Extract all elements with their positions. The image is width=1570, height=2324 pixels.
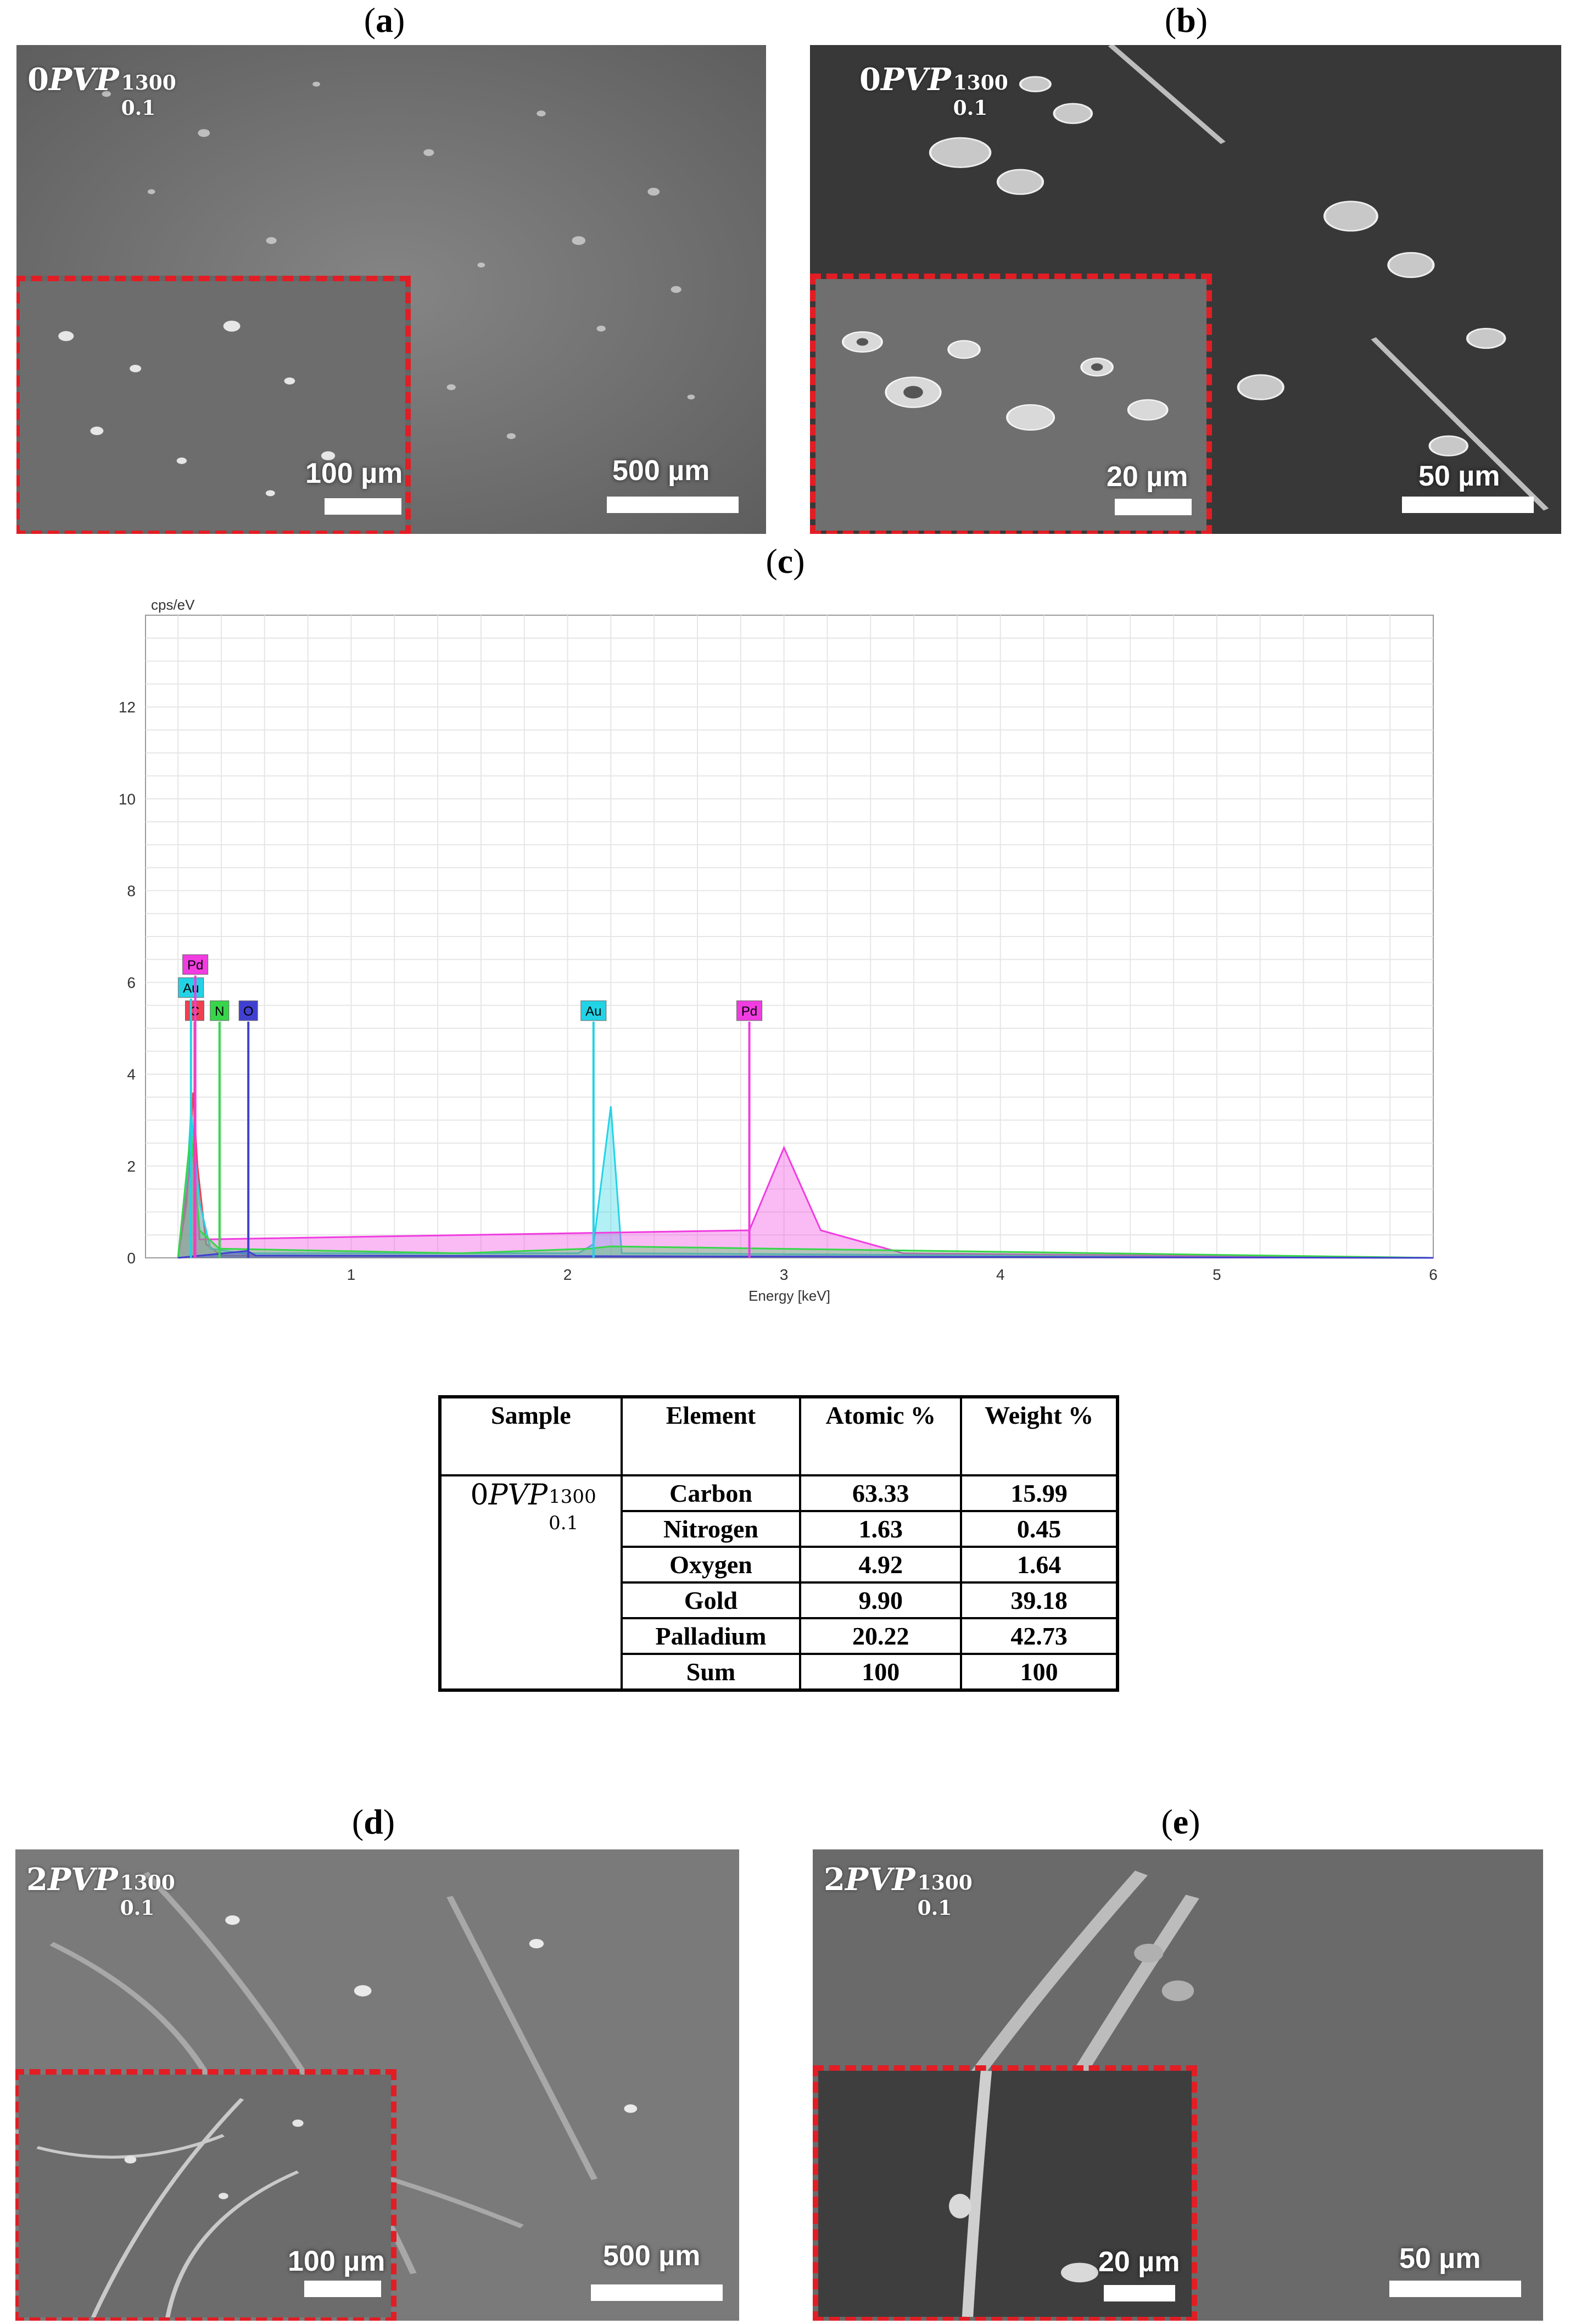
sample-tag-e: 2PVP 1300 0.1 — [824, 1862, 973, 1920]
x-tick-label: 2 — [563, 1266, 572, 1283]
table-cell-weight: 42.73 — [960, 1617, 1119, 1655]
table-cell-weight: 39.18 — [960, 1581, 1119, 1619]
peak-label-o: O — [243, 1004, 254, 1019]
sem-image-a: 0PVP 1300 0.1 100 µm 500 µm — [16, 45, 766, 534]
main-scale-bar-b — [1402, 497, 1534, 513]
spectrum-series-n — [177, 1129, 1434, 1259]
x-tick-label: 1 — [347, 1266, 356, 1283]
table-cell-element: Palladium — [620, 1617, 802, 1655]
peak-label-box-n — [210, 1000, 230, 1021]
y-tick-label: 12 — [119, 699, 136, 716]
y-axis-label: cps/eV — [151, 597, 195, 613]
y-tick-label: 4 — [127, 1066, 136, 1083]
table-header-element: Element — [620, 1396, 802, 1476]
inset-e: 20 µm — [813, 2065, 1197, 2321]
inset-scale-label-e: 20 µm — [1098, 2246, 1180, 2278]
y-tick-label: 2 — [127, 1158, 136, 1175]
table-cell-atomic: 1.63 — [799, 1510, 963, 1548]
composition-table: Sample Element Atomic % Weight % 0PVP 130… — [438, 1395, 1119, 1692]
spectrum-series-o — [177, 1250, 1434, 1259]
table-row: Gold 9.90 39.18 — [440, 1581, 1119, 1619]
inset-b: 20 µm — [810, 274, 1212, 534]
table-header-atomic: Atomic % — [799, 1396, 963, 1476]
peak-label-au: Au — [183, 981, 199, 996]
y-tick-label: 6 — [127, 974, 136, 991]
panel-d-label: (d) — [351, 1802, 395, 1841]
peak-label-box-au — [178, 977, 204, 998]
panel-c-label: (c) — [766, 542, 805, 581]
table-row: Palladium 20.22 42.73 — [440, 1617, 1119, 1655]
main-scale-label-a: 500 µm — [612, 455, 710, 487]
table-cell-atomic: 20.22 — [799, 1617, 963, 1655]
table-cell-weight: 100 — [960, 1653, 1119, 1691]
inset-scale-bar-e — [1104, 2285, 1175, 2301]
inset-scale-label-a: 100 µm — [305, 458, 403, 489]
peak-label-box-pd — [736, 1000, 763, 1021]
main-scale-bar-d — [591, 2284, 723, 2301]
spectrum-series-c — [177, 1093, 1434, 1259]
y-tick-label: 10 — [119, 790, 136, 807]
sem-image-e: 2PVP 1300 0.1 20 µm 50 µm — [813, 1849, 1543, 2321]
peak-label-pd: Pd — [741, 1004, 757, 1019]
table-cell-atomic: 100 — [799, 1653, 963, 1691]
peak-label-box-o — [238, 1000, 258, 1021]
inset-a: 100 µm — [16, 276, 411, 534]
inset-d: 100 µm — [15, 2069, 396, 2321]
y-tick-label: 8 — [127, 882, 136, 899]
table-row: Oxygen 4.92 1.64 — [440, 1546, 1119, 1584]
panel-a-label: (a) — [364, 1, 405, 40]
table-cell-atomic: 63.33 — [799, 1474, 963, 1512]
main-scale-bar-a — [607, 497, 739, 513]
x-tick-label: 3 — [780, 1266, 789, 1283]
main-scale-label-b: 50 µm — [1418, 460, 1500, 492]
main-scale-label-e: 50 µm — [1399, 2243, 1481, 2275]
table-cell-element: Nitrogen — [620, 1510, 802, 1548]
table-row: Nitrogen 1.63 0.45 — [440, 1510, 1119, 1548]
table-cell-element: Carbon — [620, 1474, 802, 1512]
table-sample-cell: 0PVP 1300 0.1 — [439, 1474, 623, 1691]
x-axis-label: Energy [keV] — [748, 1288, 830, 1304]
sample-tag-a: 0PVP 1300 0.1 — [27, 62, 176, 120]
inset-scale-label-b: 20 µm — [1107, 461, 1188, 493]
table-cell-weight: 15.99 — [960, 1474, 1119, 1512]
inset-scale-bar-a — [325, 498, 401, 515]
table-cell-element: Sum — [620, 1653, 802, 1691]
sem-image-b: 0PVP 1300 0.1 20 µm 50 µm — [810, 45, 1561, 534]
table-header-row: Sample Element Atomic % Weight % — [439, 1396, 1119, 1476]
inset-scale-bar-d — [304, 2281, 381, 2297]
peak-label-n: N — [215, 1004, 224, 1019]
table-cell-element: Gold — [620, 1581, 802, 1619]
x-tick-label: 5 — [1213, 1266, 1221, 1283]
sample-tag-b: 0PVP 1300 0.1 — [859, 62, 1008, 120]
table-cell-atomic: 4.92 — [799, 1546, 963, 1584]
table-cell-weight: 1.64 — [960, 1546, 1119, 1584]
panel-e-label: (e) — [1161, 1802, 1200, 1841]
peak-label-au: Au — [585, 1004, 601, 1019]
table-row: 0PVP 1300 0.1 Carbon 63.33 15.99 — [439, 1474, 1119, 1691]
main-scale-bar-e — [1389, 2281, 1521, 2297]
table-header-sample: Sample — [439, 1396, 623, 1476]
table-cell-element: Oxygen — [620, 1546, 802, 1584]
sample-tag-d: 2PVP 1300 0.1 — [26, 1862, 175, 1920]
table-cell-weight: 0.45 — [960, 1510, 1119, 1548]
peak-label-box-au — [580, 1000, 607, 1021]
inset-scale-label-d: 100 µm — [288, 2245, 385, 2277]
table-cell-atomic: 9.90 — [799, 1581, 963, 1619]
peak-label-box-pd — [182, 954, 209, 975]
table-header-weight: Weight % — [960, 1396, 1119, 1476]
x-tick-label: 6 — [1429, 1266, 1438, 1283]
sem-image-d: 2PVP 1300 0.1 100 µm 500 µm — [15, 1849, 739, 2321]
main-scale-label-d: 500 µm — [603, 2240, 701, 2272]
y-tick-label: 0 — [127, 1250, 136, 1267]
peak-label-pd: Pd — [187, 958, 203, 973]
panel-b-label: (b) — [1164, 1, 1208, 40]
table-row: Sum 100 100 — [440, 1653, 1119, 1691]
x-tick-label: 4 — [996, 1266, 1005, 1283]
inset-scale-bar-b — [1115, 499, 1192, 515]
